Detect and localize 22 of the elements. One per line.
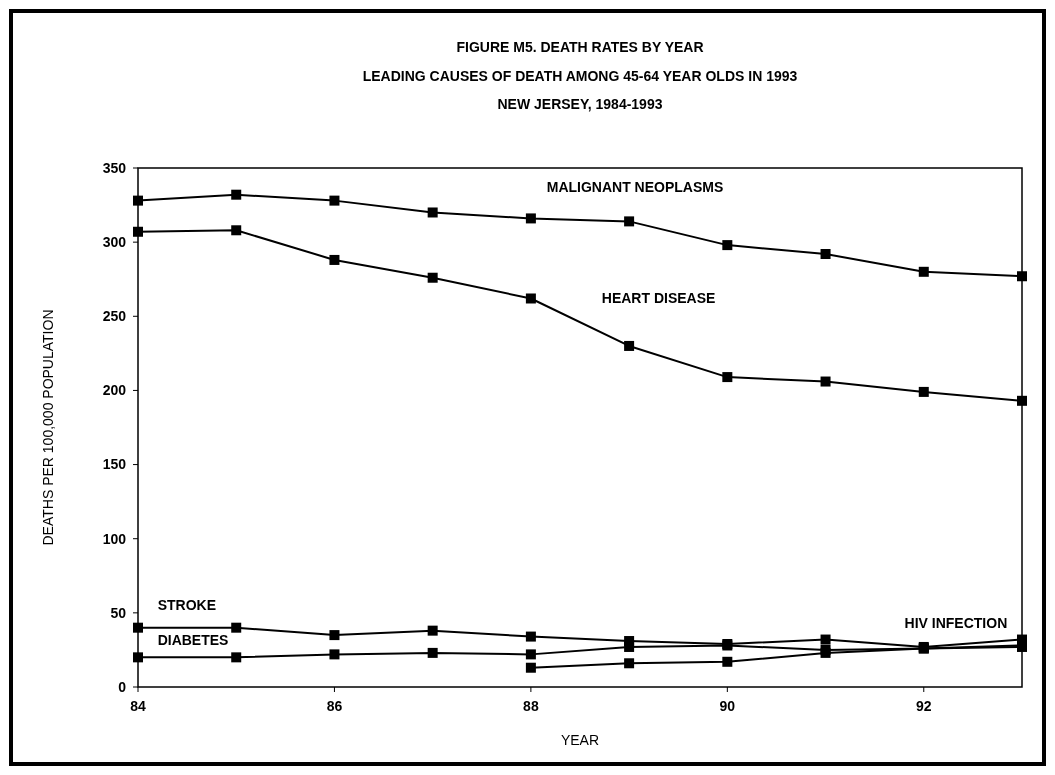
x-tick-label: 86 <box>326 698 343 714</box>
y-tick-label: 150 <box>102 456 127 473</box>
y-tick-label: 50 <box>110 604 127 621</box>
chart-title: FIGURE M5. DEATH RATES BY YEAR <box>456 39 704 55</box>
series-label: MALIGNANT NEOPLASMS <box>546 178 724 195</box>
y-tick-label: 200 <box>102 382 127 399</box>
x-tick-label: 88 <box>523 698 539 714</box>
y-tick-label: 250 <box>102 308 127 325</box>
series-label: HIV INFECTION <box>904 614 1008 631</box>
y-tick-label: 300 <box>102 234 127 251</box>
series-label: STROKE <box>157 596 216 613</box>
y-tick-label: 100 <box>102 530 127 547</box>
y-axis-title: DEATHS PER 100,000 POPULATION <box>40 309 56 546</box>
y-tick-label: 0 <box>118 678 127 695</box>
x-axis-title: YEAR <box>560 732 600 748</box>
x-tick-label: 90 <box>719 698 736 714</box>
x-tick-label: 92 <box>915 698 932 714</box>
series-label: DIABETES <box>157 632 229 649</box>
y-tick-label: 350 <box>102 159 127 176</box>
chart-subtitle: LEADING CAUSES OF DEATH AMONG 45-64 YEAR OLDS IN 1993 NEW JERSEY, 1984-1993 <box>362 68 798 112</box>
series-label: HEART DISEASE <box>601 289 716 306</box>
x-tick-label: 84 <box>130 698 146 714</box>
